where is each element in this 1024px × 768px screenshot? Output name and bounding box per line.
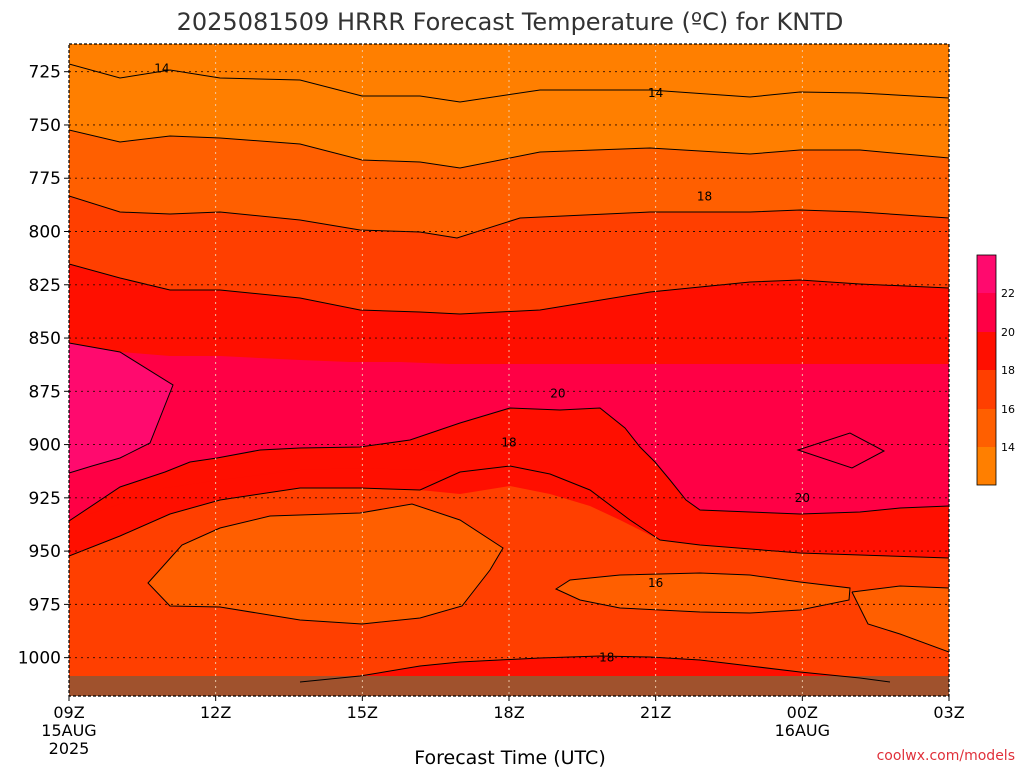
x-tick-date: 15AUG: [41, 721, 96, 740]
colorbar-22: [977, 255, 996, 293]
colorbar: 22 20 18 16 14: [976, 254, 1015, 486]
y-tick-label: 950: [29, 542, 61, 562]
watermark: coolwx.com/models: [877, 748, 1015, 764]
colorbar-label-18: 18: [1001, 364, 1015, 377]
band-14-low-left: [148, 504, 503, 624]
contour-label: 14: [154, 62, 169, 76]
colorbar-20: [977, 293, 996, 332]
plot-area: 14 14 18 20 18 20 16 18: [69, 44, 949, 696]
contour-line-20: [69, 407, 949, 522]
chart-title: 2025081509 HRRR Forecast Temperature (ºC…: [177, 8, 844, 36]
colorbar-14: [977, 409, 996, 447]
colorbar-12: [977, 447, 996, 485]
contour-line-14: [69, 129, 949, 169]
band-14-low-corner: [852, 586, 949, 652]
band-22-left: [69, 343, 173, 473]
contour-line-20-left: [69, 342, 174, 474]
contour-label: 14: [648, 86, 663, 100]
y-tick-label: 1000: [18, 649, 61, 669]
colorbar-frame: [976, 254, 997, 486]
x-tick-date: 16AUG: [775, 721, 830, 740]
contour-line-20-right: [796, 432, 886, 469]
x-axis-title: Forecast Time (UTC): [414, 747, 605, 768]
contour-line-16-low-left: [147, 503, 504, 625]
x-tick-label: 03Z: [933, 703, 964, 722]
x-tick-label: 09Z: [53, 703, 84, 722]
contour-label: 18: [697, 189, 712, 203]
contour-line-16-low-corner-b: [851, 591, 949, 653]
contour-lines: [69, 63, 949, 683]
contour-label: 20: [795, 491, 810, 505]
y-tick-label: 775: [29, 169, 61, 189]
contour-label: 18: [599, 651, 614, 665]
band-22-right: [798, 433, 884, 468]
y-tick-label: 725: [29, 63, 61, 83]
y-tick-label: 825: [29, 276, 61, 296]
x-tick-year: 2025: [49, 739, 90, 758]
contour-line-18-bottom: [299, 655, 891, 683]
y-tick-label: 850: [29, 329, 61, 349]
colorbar-16: [977, 370, 996, 409]
x-tick-label: 21Z: [640, 703, 671, 722]
contour-label: 18: [501, 435, 516, 449]
band-20: [69, 343, 949, 521]
contour-line-18-low: [69, 465, 949, 559]
y-tick-label: 975: [29, 595, 61, 615]
y-tick-label: 875: [29, 382, 61, 402]
contour-line-16-low-right: [554, 572, 851, 614]
x-tick-label: 15Z: [347, 703, 378, 722]
contour-line-18: [69, 263, 949, 315]
contour-labels: 14 14 18 20 18 20 16 18: [154, 62, 810, 665]
x-tick-label: 18Z: [493, 703, 524, 722]
colorbar-label-16: 16: [1001, 403, 1015, 416]
x-tick-label: 00Z: [787, 703, 818, 722]
y-tick-label: 800: [29, 223, 61, 243]
y-tick-label: 925: [29, 489, 61, 509]
y-axis: 725 750 775 800 825 850 875 900 925 950 975 1000: [18, 63, 69, 669]
contour-label: 16: [648, 576, 663, 590]
colorbar-label-14: 14: [1001, 441, 1015, 454]
gridlines: [69, 44, 949, 696]
contour-label: 20: [550, 386, 565, 400]
colorbar-18: [977, 332, 996, 370]
colorbar-label-20: 20: [1001, 326, 1015, 339]
band-14-low-right: [556, 573, 850, 613]
contour-line-16-low-corner: [851, 585, 949, 593]
y-tick-label: 900: [29, 436, 61, 456]
contour-line-16: [69, 195, 949, 239]
x-tick-label: 12Z: [200, 703, 231, 722]
y-tick-label: 750: [29, 116, 61, 136]
colorbar-label-22: 22: [1001, 287, 1015, 300]
